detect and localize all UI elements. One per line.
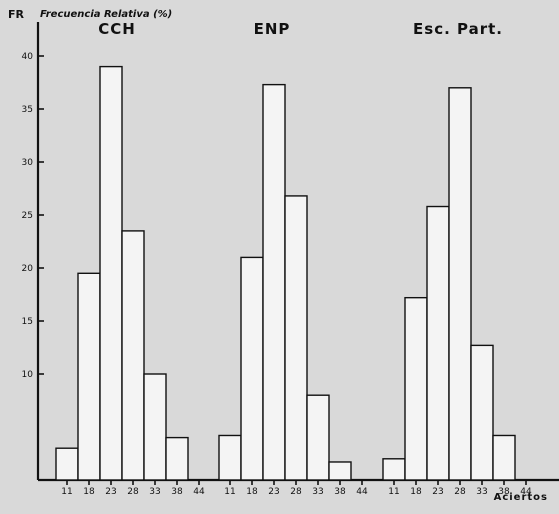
x-tick-label: 44 <box>193 487 205 497</box>
y-tick-label: 35 <box>22 105 33 115</box>
x-tick-label: 33 <box>149 487 160 497</box>
bar-0-38 <box>165 436 189 481</box>
y-tick-label: 15 <box>22 317 33 327</box>
x-tick-label: 33 <box>312 487 323 497</box>
bar-0-18 <box>77 272 101 481</box>
bar-1-28 <box>284 195 308 481</box>
y-axis-short-label: FR <box>8 8 25 21</box>
bar-1-33 <box>306 394 330 481</box>
bar-2-11 <box>382 458 406 481</box>
x-tick-label: 23 <box>268 487 279 497</box>
bar-1-18 <box>240 256 264 481</box>
x-tick-label: 11 <box>61 487 72 497</box>
panel-title-1: ENP <box>254 20 291 38</box>
x-tick-label: 11 <box>388 487 399 497</box>
y-tick-label: 40 <box>22 52 34 62</box>
x-tick-label: 18 <box>83 487 95 497</box>
y-axis-label: Frecuencia Relativa (%) <box>40 9 172 20</box>
x-tick-label: 28 <box>454 487 466 497</box>
x-tick-label: 38 <box>171 487 183 497</box>
bar-0-33 <box>143 373 167 481</box>
bar-2-18 <box>404 296 428 481</box>
y-tick-label: 30 <box>22 158 34 168</box>
bar-0-28 <box>121 230 145 481</box>
bar-0-11 <box>55 447 79 481</box>
x-tick-label: 33 <box>476 487 487 497</box>
x-tick-label: 44 <box>356 487 368 497</box>
bar-2-38 <box>492 434 516 481</box>
bar-2-23 <box>426 205 450 481</box>
bar-2-33 <box>470 344 494 481</box>
x-tick-label: 28 <box>127 487 139 497</box>
panel-title-2: Esc. Part. <box>413 20 503 38</box>
panel-title-0: CCH <box>98 20 136 38</box>
bar-1-38 <box>328 461 352 481</box>
y-tick-label: 10 <box>22 370 34 380</box>
bar-2-28 <box>448 87 472 481</box>
x-tick-label: 18 <box>246 487 258 497</box>
x-tick-label: 23 <box>432 487 443 497</box>
chart-marks: 10 15 20 25 30 35 40 CCH 11 18 23 28 33 38 44 ENP 11 18 23… <box>22 20 532 497</box>
y-tick-label: 25 <box>22 211 33 221</box>
x-tick-label: 18 <box>410 487 422 497</box>
bar-1-11 <box>218 434 242 481</box>
y-tick-label: 20 <box>22 264 34 274</box>
x-tick-label: 28 <box>290 487 302 497</box>
bar-0-23 <box>99 65 123 481</box>
x-tick-label: 38 <box>498 487 510 497</box>
x-tick-label: 11 <box>224 487 235 497</box>
x-axis-label: Aciertos <box>494 492 548 503</box>
x-tick-label: 23 <box>105 487 116 497</box>
bar-1-23 <box>262 83 286 481</box>
x-tick-label: 44 <box>520 487 532 497</box>
x-tick-label: 38 <box>334 487 346 497</box>
